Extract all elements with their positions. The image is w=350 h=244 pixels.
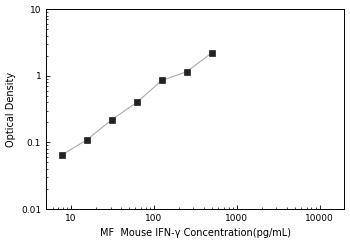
X-axis label: MF  Mouse IFN-γ Concentration(pg/mL): MF Mouse IFN-γ Concentration(pg/mL) [100, 228, 291, 238]
Y-axis label: Optical Density: Optical Density [6, 71, 15, 147]
